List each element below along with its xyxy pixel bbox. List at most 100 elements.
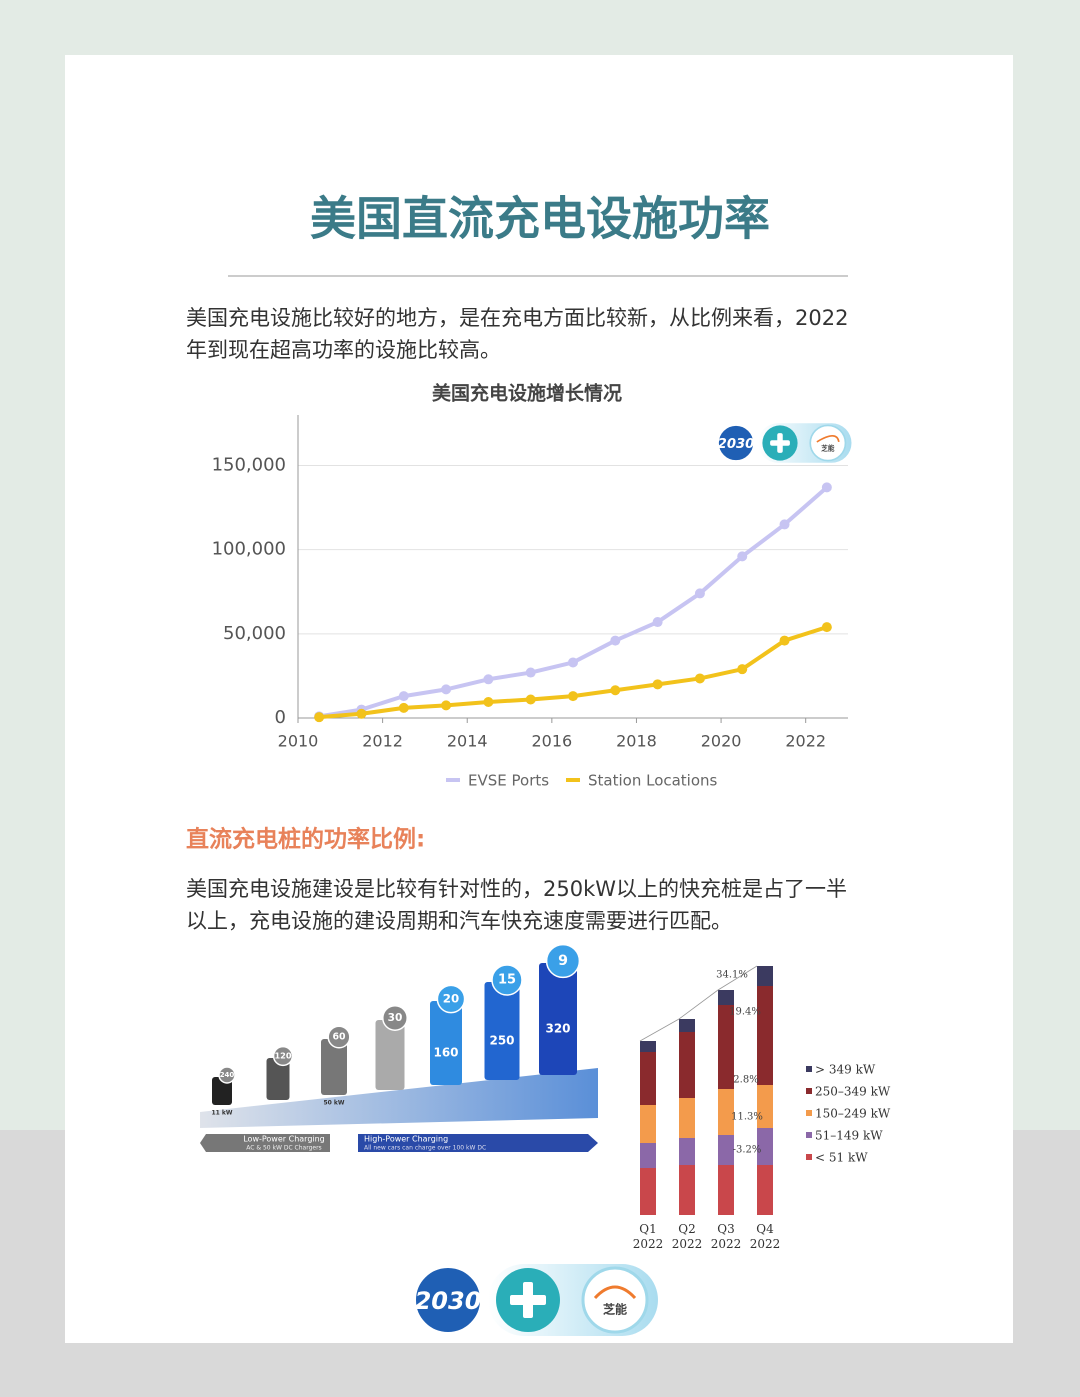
- point: [314, 712, 325, 723]
- logo-2030-text: 2030: [415, 1287, 482, 1315]
- annotation: 34.1%: [716, 970, 748, 981]
- bar-segment: [718, 1165, 734, 1215]
- logo-car: [593, 1285, 637, 1300]
- y-tick-label: 100,000: [212, 539, 286, 560]
- x-tick-label: 2012: [362, 732, 403, 751]
- trend-line: [639, 965, 758, 1042]
- bar-segment: [757, 1165, 773, 1215]
- high-power-note: All new cars can charge over 100 kW DC: [364, 1145, 486, 1152]
- y-tick-label: 0: [275, 707, 286, 728]
- x-tick-label: 2014: [447, 732, 488, 751]
- intro: 美国充电设施比较好的地方，是在充电方面比较新，从比例来看，2022年到现在超高功…: [186, 306, 849, 362]
- point: [441, 684, 452, 695]
- bar-segment: [640, 1143, 656, 1168]
- low-power-bar: [200, 1134, 330, 1152]
- bar-segment: [757, 1128, 773, 1165]
- charge-time: 15: [498, 973, 516, 988]
- bar-segment: [640, 1168, 656, 1215]
- bar-segment: [757, 986, 773, 1085]
- bar-segment: [640, 1105, 656, 1143]
- low-power-label: Low-Power Charging: [243, 1135, 325, 1144]
- bar-segment: [679, 1138, 695, 1165]
- point: [737, 551, 748, 562]
- bar-segment: [640, 1052, 656, 1105]
- time-bubble: [436, 984, 466, 1014]
- point: [525, 694, 536, 705]
- logo-2030: [414, 1266, 482, 1334]
- time-bubble: [327, 1025, 351, 1049]
- x-tick-label: 2020: [701, 732, 742, 751]
- bar-segment: [679, 1032, 695, 1098]
- y-tick-label: 150,000: [212, 455, 286, 476]
- point: [568, 691, 578, 702]
- logo-plus-v: [523, 1282, 533, 1318]
- logo-zhineng: [809, 424, 847, 462]
- bar-segment: [679, 1098, 695, 1138]
- annotation: -3.2%: [733, 1145, 762, 1156]
- point: [821, 622, 832, 633]
- charge-power: 160: [433, 1046, 458, 1060]
- point: [652, 617, 663, 628]
- time-bubble: [218, 1066, 236, 1084]
- category-label: Q3 2022: [710, 1222, 742, 1251]
- charger: [212, 1077, 232, 1105]
- logo-zhineng-text: 芝能: [603, 1302, 627, 1317]
- bar-segment: [718, 1005, 734, 1089]
- legend-label: 51–149 kW: [815, 1129, 883, 1143]
- charger: [321, 1039, 347, 1095]
- low-power-note: AC & 50 kW DC Chargers: [246, 1145, 321, 1152]
- logo-zhineng: [581, 1266, 649, 1334]
- point: [483, 697, 494, 708]
- charger: [430, 1001, 462, 1085]
- legend-label: Station Locations: [588, 772, 718, 790]
- legend-label: > 349 kW: [815, 1063, 876, 1077]
- legend-swatch: [806, 1154, 812, 1160]
- annotation: 11.3%: [731, 1112, 763, 1123]
- point: [398, 702, 409, 713]
- charge-power: 320: [545, 1022, 570, 1036]
- point: [398, 691, 409, 702]
- point: [525, 667, 536, 678]
- charger: [266, 1058, 290, 1100]
- point: [610, 685, 621, 696]
- point: [356, 708, 367, 719]
- high-power-label: High-Power Charging: [364, 1135, 448, 1144]
- legend-swatch: [806, 1066, 812, 1072]
- legend-label: 150–249 kW: [815, 1107, 891, 1121]
- x-tick-label: 2022: [785, 732, 826, 751]
- charge-time: 30: [388, 1012, 403, 1024]
- logo-car: [816, 435, 840, 443]
- category-label: Q2 2022: [671, 1222, 703, 1251]
- ramp: [200, 1068, 598, 1128]
- time-bubble: [272, 1045, 294, 1067]
- line: [318, 625, 828, 720]
- point: [441, 700, 452, 711]
- point: [821, 482, 832, 493]
- charge-power: 50 kW: [323, 1100, 344, 1107]
- charge-power: 250: [489, 1034, 514, 1048]
- section-text: 美国充电设施建设是比较有针对性的，250kW以上的快充桩是占了一半以上，充电设施…: [186, 877, 848, 933]
- legend-swatch: [806, 1110, 812, 1116]
- bar-segment: [679, 1165, 695, 1215]
- point: [694, 588, 705, 599]
- logo-plus-v: [777, 433, 783, 453]
- charge-time: 20: [443, 992, 459, 1006]
- time-bubble: [382, 1005, 408, 1031]
- bar-segment: [679, 1019, 695, 1032]
- bar-segment: [718, 1135, 734, 1165]
- point: [779, 635, 790, 646]
- time-bubble: [491, 964, 523, 996]
- bar-segment: [718, 990, 734, 1005]
- legend-label: 250–349 kW: [815, 1085, 891, 1099]
- chart-title: 美国充电设施增长情况: [432, 382, 622, 405]
- annotation: 2.8%: [733, 1075, 758, 1086]
- annotation: 19.4%: [729, 1007, 761, 1018]
- legend-label: EVSE Ports: [468, 772, 549, 790]
- logo-2030-text: 2030: [718, 437, 755, 452]
- charge-time: 9: [558, 953, 568, 969]
- point: [694, 673, 705, 684]
- logo-zhineng-text: 芝能: [821, 444, 835, 453]
- time-bubble: [545, 943, 581, 979]
